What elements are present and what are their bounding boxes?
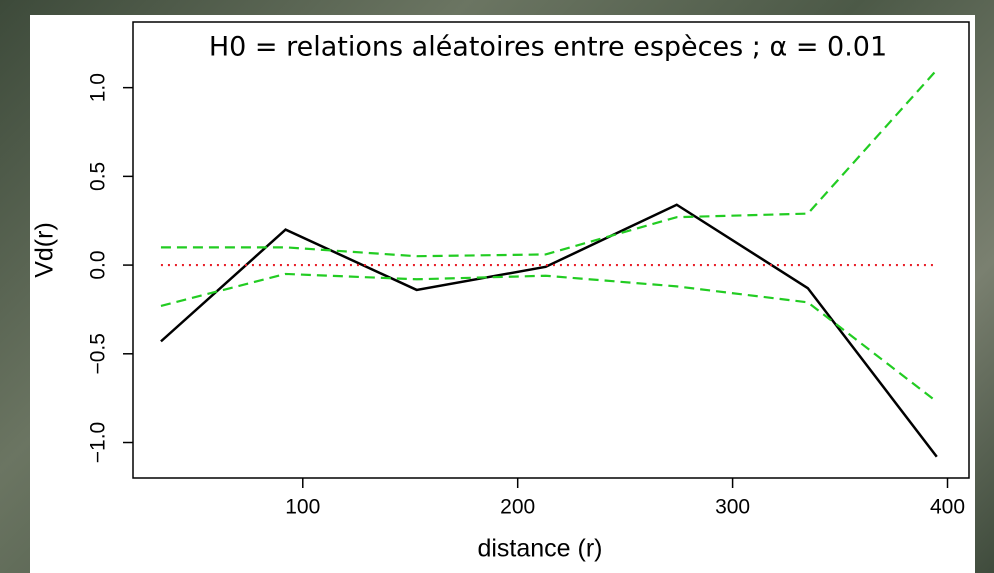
y-tick-label: −0.5: [87, 333, 110, 374]
series-line: [160, 69, 938, 258]
y-tick-label: 0.0: [87, 250, 110, 279]
plot-box: [132, 21, 970, 479]
y-tick-label: 1.0: [87, 73, 110, 102]
series-line: [160, 203, 938, 458]
x-tick-label: 400: [930, 496, 965, 519]
x-tick-label: 200: [500, 496, 535, 519]
x-axis-label: distance (r): [477, 535, 602, 563]
x-tick-label: 300: [715, 496, 750, 519]
y-axis-label: Vd(r): [31, 222, 59, 278]
y-tick-label: −1.0: [87, 422, 110, 463]
series-line: [160, 272, 938, 403]
plot-panel: [30, 15, 975, 573]
annotation: H0 = relations aléatoires entre espèces …: [209, 32, 887, 63]
y-tick-label: 0.5: [87, 162, 110, 191]
x-tick-label: 100: [285, 496, 320, 519]
